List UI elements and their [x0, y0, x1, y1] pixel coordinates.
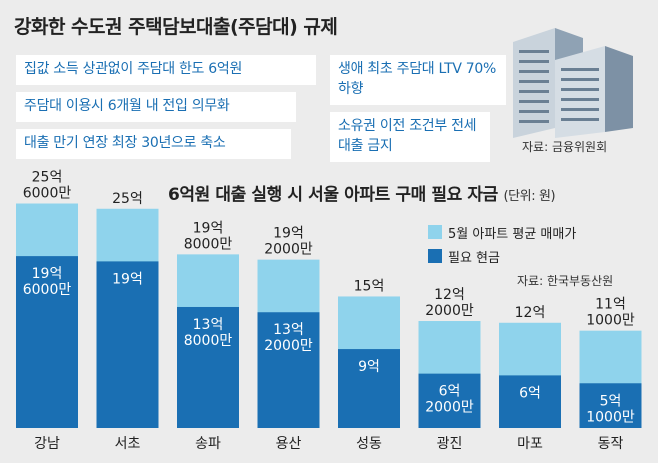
rule-text: 집값 소득 상관없이 주담대 한도 6억원	[24, 61, 243, 77]
legend-swatch	[428, 225, 442, 239]
source-label: 자료: 금융위원회	[522, 140, 608, 154]
legend-item-avg-price: 5월 아파트 평균 매매가	[428, 222, 576, 242]
label-avg-price-4: 15억	[354, 278, 385, 294]
chart-source-label: 자료: 한국부동산원	[517, 274, 614, 288]
label-cash-needed-3: 13억 2000만	[264, 322, 313, 354]
label-avg-price-2: 19억 8000만	[184, 220, 233, 252]
page-title: 강화한 수도권 주택담보대출(주담대) 규제	[14, 16, 338, 38]
label-cash-needed-6: 6억	[519, 385, 541, 401]
bar-cash-needed-2	[177, 306, 239, 428]
legend-label: 필요 현금	[448, 250, 500, 266]
label-cash-needed-4: 9억	[358, 359, 380, 375]
category-label-4: 성동	[356, 436, 382, 452]
bar-cash-needed-0	[16, 256, 78, 428]
rule-text: 소유권 이전 조건부 전세대출 금지	[338, 118, 477, 154]
bar-cash-needed-3	[257, 312, 320, 428]
label-avg-price-7: 11억 1000만	[586, 297, 635, 329]
legend-item-cash: 필요 현금	[428, 246, 576, 266]
label-cash-needed-5: 6억 2000만	[425, 384, 474, 416]
legend: 5월 아파트 평균 매매가 필요 현금	[428, 222, 576, 270]
category-label-3: 용산	[276, 436, 302, 452]
label-cash-needed-2: 13억 8000만	[184, 317, 233, 349]
unit-label: (단위: 원)	[503, 189, 556, 204]
label-avg-price-3: 19억 2000만	[264, 226, 313, 258]
category-label-6: 마포	[517, 436, 543, 452]
category-label-1: 서초	[115, 436, 141, 452]
label-cash-needed-7: 5억 1000만	[586, 393, 635, 425]
label-avg-price-1: 25억	[112, 191, 143, 207]
bar-cash-needed-5	[418, 373, 481, 428]
bar-cash-needed-7	[579, 383, 642, 428]
rule-text: 대출 만기 연장 최장 30년으로 축소	[24, 135, 226, 151]
legend-label: 5월 아파트 평균 매매가	[448, 226, 577, 242]
label-avg-price-6: 12억	[515, 305, 546, 321]
category-label-0: 강남	[34, 436, 60, 452]
rule-ltv: 생애 최초 주담대 LTV 70% 하향	[330, 55, 506, 105]
label-cash-needed-1: 19억	[112, 271, 143, 287]
rule-text: 생애 최초 주담대 LTV 70% 하향	[338, 61, 496, 97]
category-label-5: 광진	[437, 436, 463, 452]
bar-cash-needed-6	[499, 375, 561, 428]
rule-text: 주담대 이용시 6개월 내 전입 의무화	[24, 98, 230, 114]
bar-cash-needed-4	[338, 349, 400, 428]
rule-loan-limit: 집값 소득 상관없이 주담대 한도 6억원	[16, 55, 316, 85]
chart-title-text: 6억원 대출 실행 시 서울 아파트 구매 필요 자금	[168, 185, 498, 205]
legend-swatch	[428, 249, 442, 263]
chart-title: 6억원 대출 실행 시 서울 아파트 구매 필요 자금 (단위: 원)	[168, 180, 556, 205]
rule-move-in: 주담대 이용시 6개월 내 전입 의무화	[16, 92, 296, 122]
label-cash-needed-0: 19억 6000만	[23, 266, 72, 298]
category-label-2: 송파	[195, 436, 221, 452]
label-avg-price-0: 25억 6000만	[23, 170, 72, 202]
rule-maturity: 대출 만기 연장 최장 30년으로 축소	[16, 129, 291, 159]
label-avg-price-5: 12억 2000만	[425, 287, 474, 319]
apartment-building-icon	[513, 28, 633, 138]
rule-jeonse: 소유권 이전 조건부 전세대출 금지	[330, 112, 490, 162]
bar-cash-needed-1	[96, 261, 159, 428]
category-label-7: 동작	[598, 436, 624, 452]
